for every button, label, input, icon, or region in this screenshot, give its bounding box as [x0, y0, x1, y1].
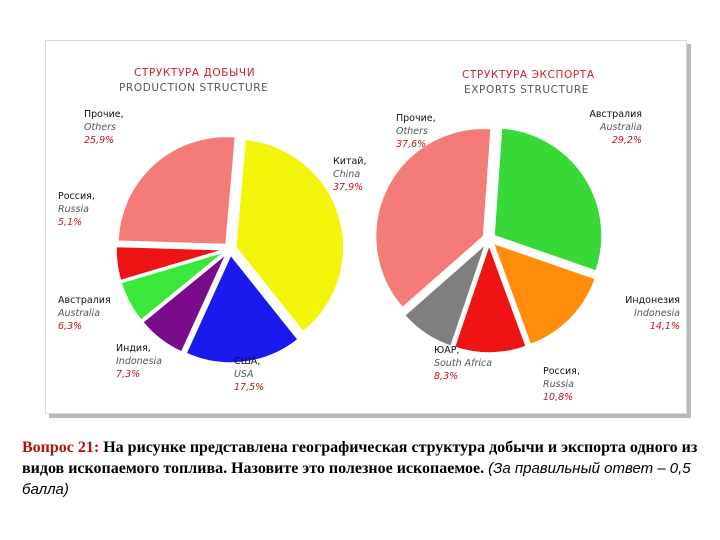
pie-slice-china	[234, 138, 345, 333]
data-label: 5,1%	[58, 217, 82, 228]
label-name-en: Australia	[599, 122, 642, 133]
pie-slice-indonesia	[141, 253, 228, 354]
production-title: СТРУКТУРА ДОБЫЧИ	[134, 67, 255, 79]
pie-slice-indonesia	[492, 241, 597, 346]
label-name-ru: США,	[234, 356, 260, 367]
label-name-en: Russia	[58, 204, 89, 215]
label-name-en: Others	[396, 126, 428, 137]
pie-slice-russia	[115, 245, 225, 282]
label-name-en: China	[333, 169, 360, 180]
label-name-en: USA	[234, 369, 253, 380]
chart-frame: СТРУКТУРА ДОБЫЧИ PRODUCTION STRUCTURE СТ…	[45, 40, 687, 414]
data-label: 10,8%	[543, 392, 573, 403]
label-name-ru: Индия,	[116, 343, 151, 354]
question-note: (За правильный ответ – 0,5 балла)	[22, 460, 691, 498]
label-name-ru: Прочие,	[396, 113, 436, 124]
data-label: 7,3%	[116, 369, 140, 380]
pie-slice-others	[117, 135, 237, 246]
data-label: 25,9%	[84, 135, 114, 146]
production-pie	[115, 135, 345, 364]
data-label: 14,1%	[650, 321, 680, 332]
pie-slice-australia	[493, 127, 603, 273]
exports-title: СТРУКТУРА ЭКСПОРТА	[462, 69, 595, 81]
data-label: 29,2%	[612, 135, 642, 146]
label-name-en: South Africa	[434, 358, 492, 369]
pie-slice-usa	[185, 253, 300, 364]
data-label: 37,9%	[333, 182, 363, 193]
pie-slice-russia	[453, 242, 528, 354]
label-name-ru: Прочие,	[84, 109, 124, 120]
label-name-en: Russia	[543, 379, 574, 390]
label-name-ru: Австралия	[58, 295, 111, 306]
label-name-en: Indonesia	[634, 308, 680, 319]
label-name-en: Australia	[57, 308, 100, 319]
exports-subtitle: EXPORTS STRUCTURE	[464, 84, 589, 96]
label-name-ru: Китай,	[333, 156, 366, 167]
label-name-ru: ЮАР,	[434, 345, 460, 356]
label-name-en: Indonesia	[116, 356, 162, 367]
pie-slice-australia	[120, 251, 226, 322]
label-name-ru: Австралия	[589, 109, 642, 120]
label-name-ru: Индонезия	[625, 295, 680, 306]
production-subtitle: PRODUCTION STRUCTURE	[119, 82, 268, 94]
label-name-ru: Россия,	[543, 366, 580, 377]
question-text: Вопрос 21: На рисунке представлена геогр…	[22, 437, 712, 500]
pie-slice-others	[374, 127, 492, 309]
data-label: 17,5%	[234, 382, 264, 393]
data-label: 8,3%	[434, 371, 458, 382]
question-label: Вопрос 21:	[22, 439, 100, 456]
label-name-en: Others	[84, 122, 116, 133]
label-name-ru: Россия,	[58, 191, 95, 202]
slice-labels: Китай, China 37,9% США, USA 17,5% Индия, Indone…	[57, 109, 680, 403]
question-body: На рисунке представлена географическая с…	[22, 439, 698, 477]
data-label: 37,6%	[396, 139, 426, 150]
pie-slice-southafrica	[403, 241, 488, 348]
pie-charts: СТРУКТУРА ДОБЫЧИ PRODUCTION STRUCTURE СТ…	[57, 67, 680, 403]
data-label: 6,3%	[58, 321, 82, 332]
exports-pie	[374, 127, 603, 354]
